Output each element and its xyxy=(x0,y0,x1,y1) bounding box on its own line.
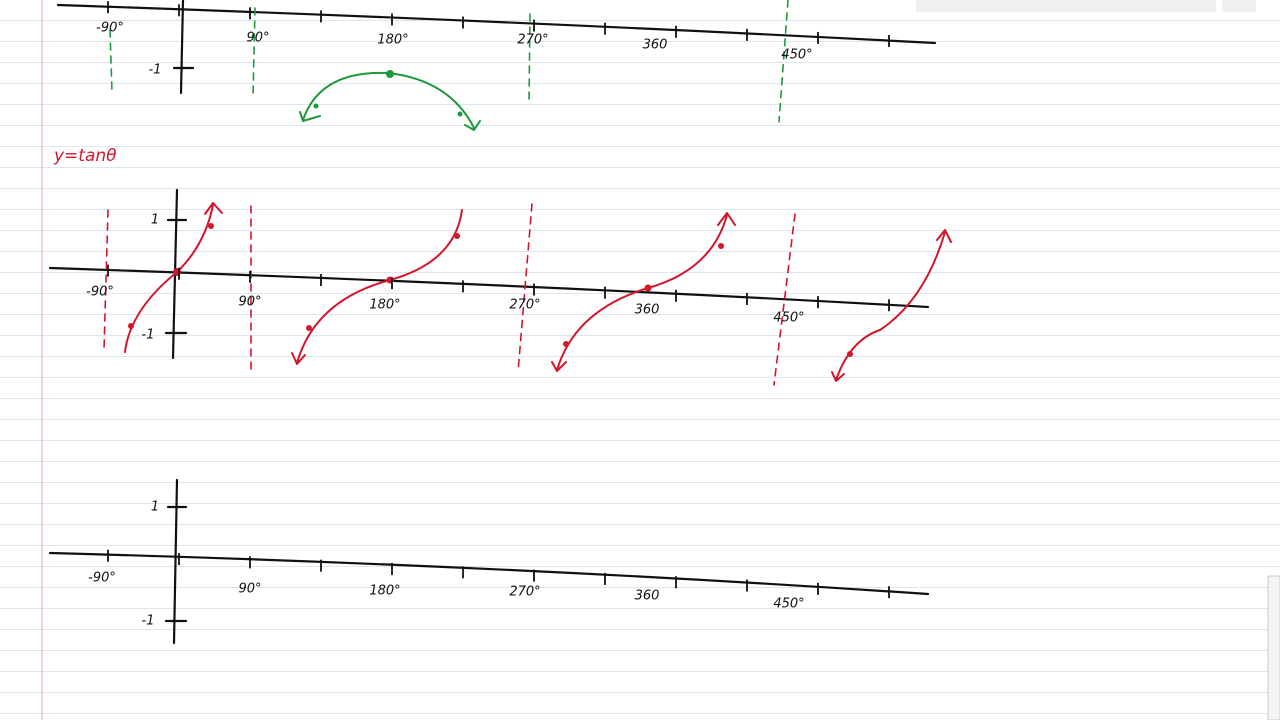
asymptotes xyxy=(109,0,789,123)
heading: y=tanθ xyxy=(53,146,117,166)
scrollbar[interactable] xyxy=(1267,575,1280,720)
point xyxy=(313,103,319,109)
toolbar-button[interactable] xyxy=(1222,0,1256,12)
point xyxy=(386,70,394,78)
y-label: -1 xyxy=(142,614,155,629)
x-axis xyxy=(56,3,937,45)
y-label: -1 xyxy=(142,328,155,343)
x-label: 180° xyxy=(369,584,400,599)
x-label: 450° xyxy=(773,597,804,612)
x-label: 450° xyxy=(781,48,812,63)
asymptotes xyxy=(103,203,796,386)
toolbar[interactable] xyxy=(916,0,1216,12)
x-label: 180° xyxy=(369,298,400,313)
x-label: 270° xyxy=(509,585,540,600)
x-label: 90° xyxy=(246,31,269,46)
y-label: 1 xyxy=(151,500,159,515)
x-label: -90° xyxy=(96,21,124,36)
y-axis xyxy=(172,0,195,95)
point xyxy=(457,111,463,117)
x-label: 270° xyxy=(517,33,548,48)
x-label: 90° xyxy=(238,582,261,597)
x-label: 450° xyxy=(773,311,804,326)
x-label: 90° xyxy=(238,295,261,310)
y-label: -1 xyxy=(149,63,162,78)
x-label: 360 xyxy=(643,38,668,53)
y-label: 1 xyxy=(151,213,159,228)
x-label: -90° xyxy=(86,285,114,300)
x-label: 180° xyxy=(377,33,408,48)
x-label: 360 xyxy=(635,589,660,604)
x-label: -90° xyxy=(88,571,116,586)
y-axis xyxy=(164,478,188,645)
x-label: 270° xyxy=(509,298,540,313)
x-label: 360 xyxy=(635,303,660,318)
